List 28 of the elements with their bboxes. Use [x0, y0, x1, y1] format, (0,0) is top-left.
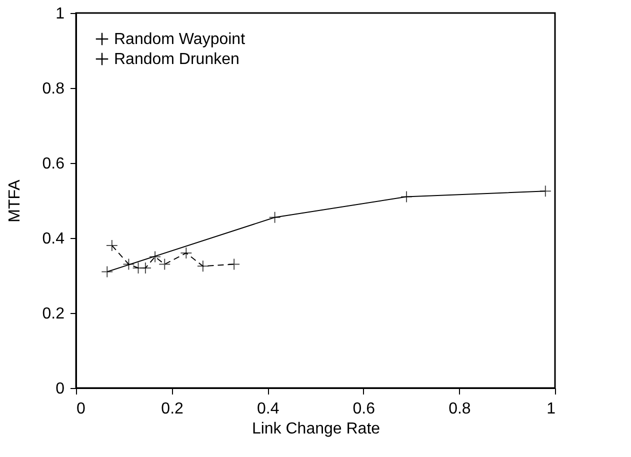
- y-tick-label: 0: [56, 380, 65, 398]
- x-tick-label: 0: [76, 400, 86, 418]
- x-tick-label: 0.8: [448, 400, 471, 418]
- point: [158, 258, 171, 270]
- y-axis-title: MTFA: [6, 179, 24, 222]
- point: [539, 185, 552, 198]
- y-tick-label: 0.8: [42, 80, 65, 98]
- point: [228, 258, 240, 270]
- x-tick-label: 0.4: [256, 400, 280, 418]
- point: [106, 240, 118, 252]
- point: [149, 250, 162, 263]
- point: [180, 247, 192, 259]
- point: [139, 262, 152, 274]
- y-tick-label: 0.6: [42, 156, 65, 172]
- point: [122, 258, 135, 270]
- legend-label: Random Waypoint: [114, 31, 246, 48]
- point: [400, 190, 412, 203]
- y-tick-label: 0.2: [42, 306, 65, 322]
- x-tick-label: 1: [546, 400, 556, 418]
- x-tick-label: 0.2: [161, 400, 184, 418]
- point: [101, 266, 114, 278]
- y-tick-label: 0.4: [42, 230, 65, 248]
- x-tick-label: 0.6: [352, 400, 376, 418]
- point: [196, 260, 209, 272]
- y-tick-label: 1: [56, 6, 65, 22]
- x-axis-title: Link Change Rate: [252, 420, 380, 438]
- legend-label: Random Drunken: [114, 51, 240, 68]
- point: [268, 211, 281, 224]
